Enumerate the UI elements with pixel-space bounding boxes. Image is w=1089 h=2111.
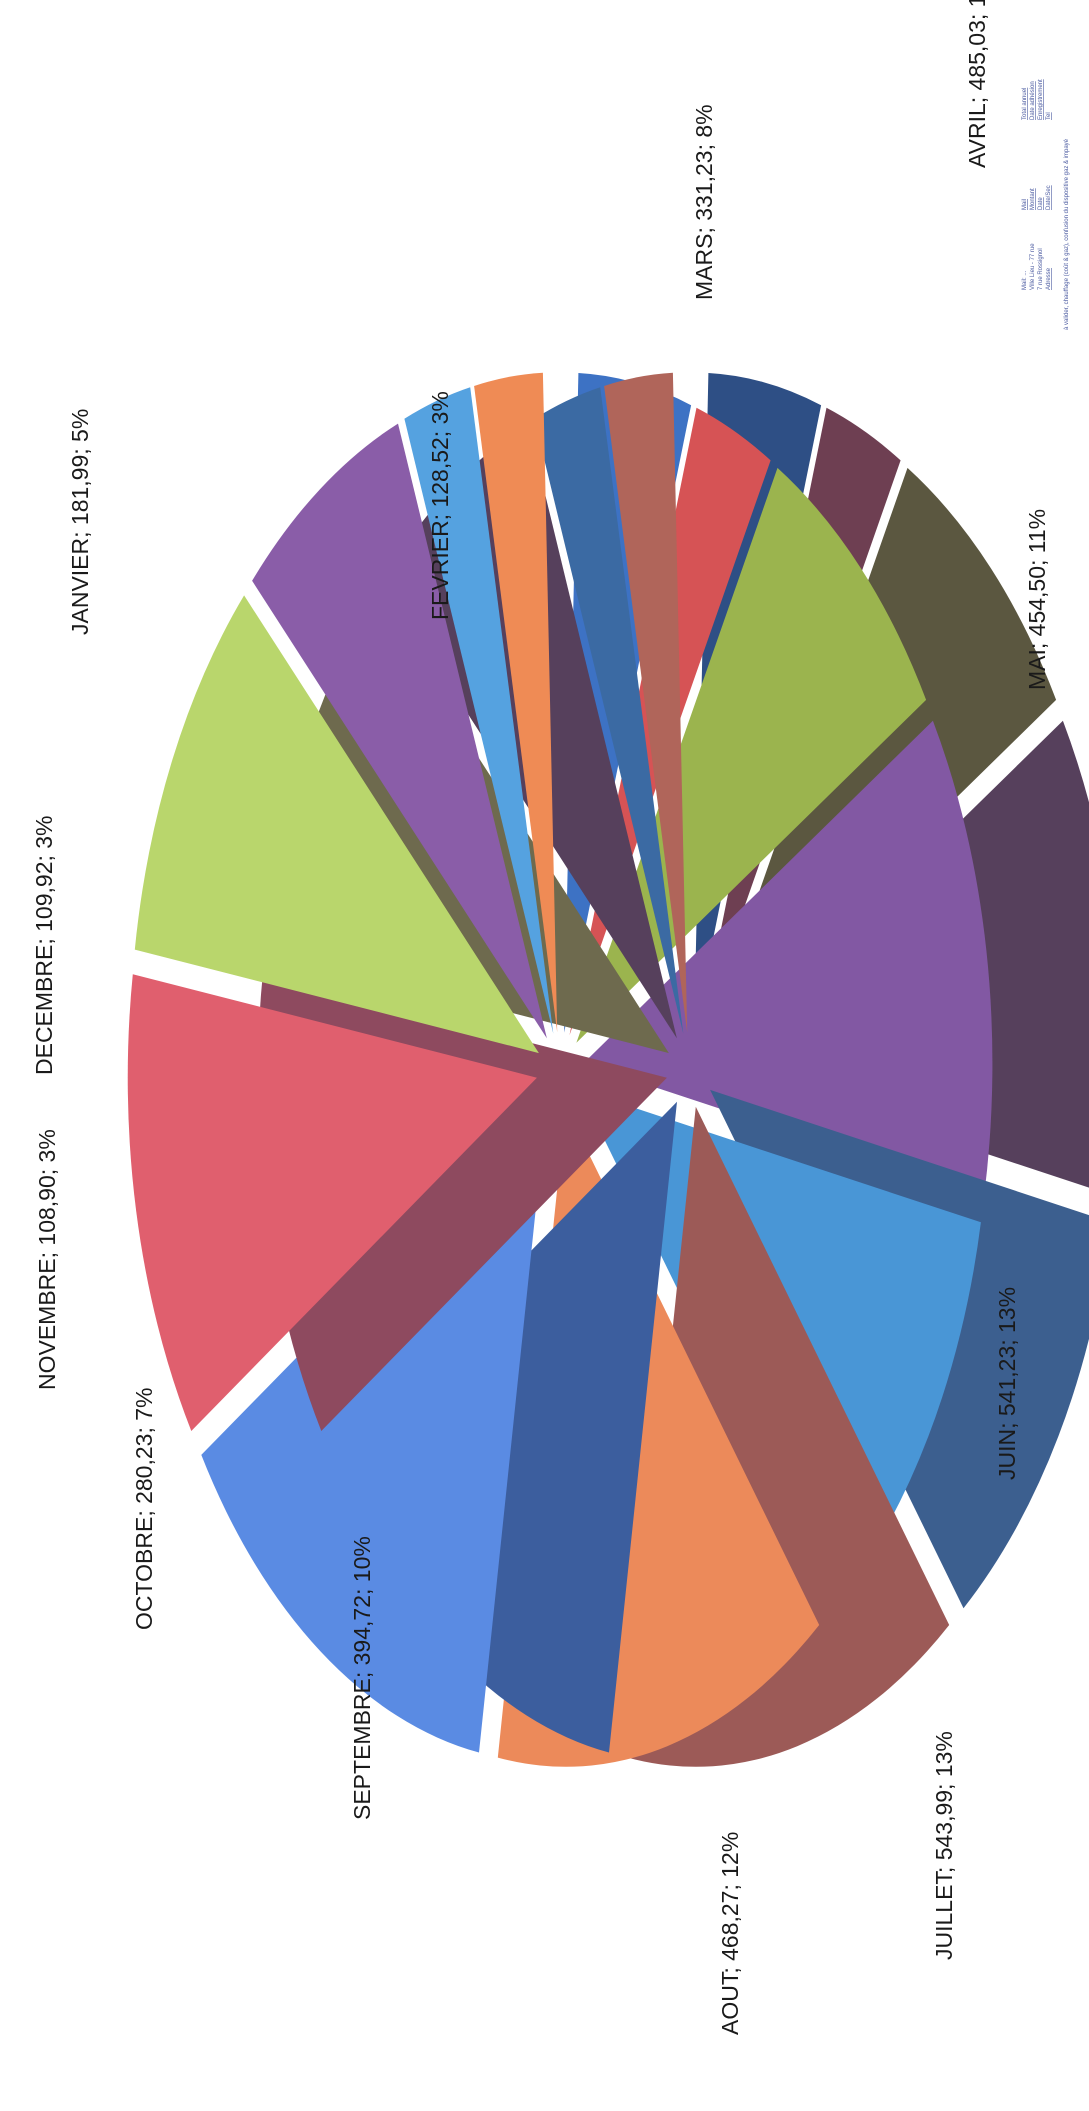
note-col1-1: 7 rue Rossignol xyxy=(1038,248,1044,290)
label-septembre: SEPTEMBRE; 394,72; 10% xyxy=(349,1536,375,1820)
note-col3-3: Total annuel xyxy=(1022,88,1028,120)
label-novembre: NOVEMBRE; 108,90; 3% xyxy=(34,1129,60,1390)
slice-decembre xyxy=(474,372,688,1033)
note-col2-3: Mail xyxy=(1022,199,1028,210)
note-col2-1: Date xyxy=(1038,197,1044,210)
slice-side-decembre xyxy=(604,372,688,1033)
slice-labels: JANVIER; 181,99; 5% FEVRIER; 128,52; 3% MA… xyxy=(31,0,1050,2035)
note-col1-0: Adresse xyxy=(1046,267,1052,290)
label-juillet: JUILLET; 543,99; 13% xyxy=(931,1731,957,1960)
corner-note: à valider, chauffage (coût & gaz), confu… xyxy=(1022,79,1070,330)
label-fevrier: FEVRIER; 128,52; 3% xyxy=(427,391,453,620)
slice-top-octobre xyxy=(252,423,547,1039)
slice-top-septembre xyxy=(134,595,539,1054)
pie-slices xyxy=(127,372,1089,1767)
label-octobre: OCTOBRE; 280,23; 7% xyxy=(131,1388,157,1630)
note-col3-1: Enregistrement xyxy=(1038,79,1044,120)
note-col2-0: Date/Sec xyxy=(1046,185,1052,210)
note-col3-0: Tel xyxy=(1046,112,1052,120)
slice-avril xyxy=(583,720,1089,1196)
slice-novembre xyxy=(404,387,684,1034)
slice-top-decembre xyxy=(474,372,558,1033)
label-mars: MARS; 331,23; 8% xyxy=(691,104,717,300)
slice-top-novembre xyxy=(404,387,554,1034)
note-heading: à valider, chauffage (coût & gaz), confu… xyxy=(1064,138,1070,330)
note-col1-3: Mail: ... xyxy=(1022,270,1028,290)
label-mai: MAI; 454,50; 11% xyxy=(1024,509,1050,690)
label-aout: AOUT; 468,27; 12% xyxy=(717,1832,743,2035)
slice-aout xyxy=(127,974,667,1431)
label-juin: JUIN; 541,23; 13% xyxy=(994,1287,1020,1480)
note-col2-2: Montant xyxy=(1030,188,1036,210)
slice-side-novembre xyxy=(534,387,684,1034)
label-decembre: DECEMBRE; 109,92; 3% xyxy=(31,815,57,1075)
label-avril: AVRIL; 485,03; 12% xyxy=(964,0,990,168)
label-janvier: JANVIER; 181,99; 5% xyxy=(67,409,93,635)
note-col3-2: Date adhésion xyxy=(1030,81,1036,120)
note-col1-2: Ville Lieu - 77 rue xyxy=(1030,243,1036,290)
slice-top-avril xyxy=(583,720,993,1196)
slice-top-aout xyxy=(127,974,537,1431)
